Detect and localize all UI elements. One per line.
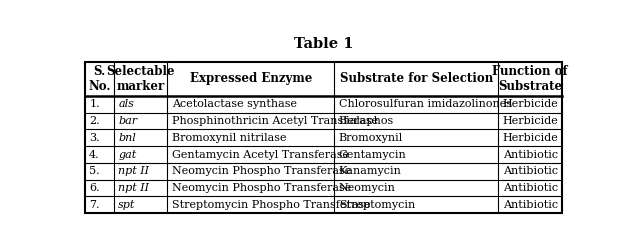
Text: 6.: 6. xyxy=(89,183,100,193)
Text: Substrate for Selection: Substrate for Selection xyxy=(339,72,493,85)
Text: Gentamycin: Gentamycin xyxy=(339,150,406,160)
Text: S.
No.: S. No. xyxy=(88,65,110,93)
Text: Neomycin Phospho Transferase: Neomycin Phospho Transferase xyxy=(172,183,351,193)
Text: bar: bar xyxy=(118,116,138,126)
Text: Selectable
marker: Selectable marker xyxy=(107,65,175,93)
Text: Bialaphos: Bialaphos xyxy=(339,116,394,126)
Text: Table 1: Table 1 xyxy=(293,37,353,51)
Text: Kanamycin: Kanamycin xyxy=(339,166,401,176)
Text: Acetolactase synthase: Acetolactase synthase xyxy=(172,99,297,109)
Text: Bromoxynil nitrilase: Bromoxynil nitrilase xyxy=(172,133,286,143)
Text: Herbicide: Herbicide xyxy=(503,99,558,109)
Text: Streptomycin: Streptomycin xyxy=(339,200,415,210)
Text: bnl: bnl xyxy=(118,133,136,143)
Text: Antibiotic: Antibiotic xyxy=(503,200,558,210)
Text: 7.: 7. xyxy=(89,200,100,210)
Text: 2.: 2. xyxy=(89,116,100,126)
Text: 3.: 3. xyxy=(89,133,100,143)
Text: Chlorosulfuran imidazolinones: Chlorosulfuran imidazolinones xyxy=(339,99,512,109)
Text: Function of
Substrate: Function of Substrate xyxy=(492,65,568,93)
Text: Neomycin Phospho Transferase: Neomycin Phospho Transferase xyxy=(172,166,351,176)
Text: Herbicide: Herbicide xyxy=(503,116,558,126)
Text: 4.: 4. xyxy=(89,150,100,160)
Text: Expressed Enzyme: Expressed Enzyme xyxy=(190,72,312,85)
Text: Antibiotic: Antibiotic xyxy=(503,166,558,176)
Text: Bromoxynil: Bromoxynil xyxy=(339,133,403,143)
Text: Neomycin: Neomycin xyxy=(339,183,396,193)
Text: als: als xyxy=(118,99,134,109)
Text: gat: gat xyxy=(118,150,136,160)
Text: Antibiotic: Antibiotic xyxy=(503,183,558,193)
Text: 5.: 5. xyxy=(89,166,100,176)
Text: Gentamycin Acetyl Transferase: Gentamycin Acetyl Transferase xyxy=(172,150,349,160)
Text: spt: spt xyxy=(118,200,136,210)
Text: Streptomycin Phospho Transferase: Streptomycin Phospho Transferase xyxy=(172,200,370,210)
Text: Herbicide: Herbicide xyxy=(503,133,558,143)
Text: Phosphinothricin Acetyl Transferase: Phosphinothricin Acetyl Transferase xyxy=(172,116,378,126)
Text: npt II: npt II xyxy=(118,166,150,176)
Text: npt II: npt II xyxy=(118,183,150,193)
Text: 1.: 1. xyxy=(89,99,100,109)
Text: Antibiotic: Antibiotic xyxy=(503,150,558,160)
